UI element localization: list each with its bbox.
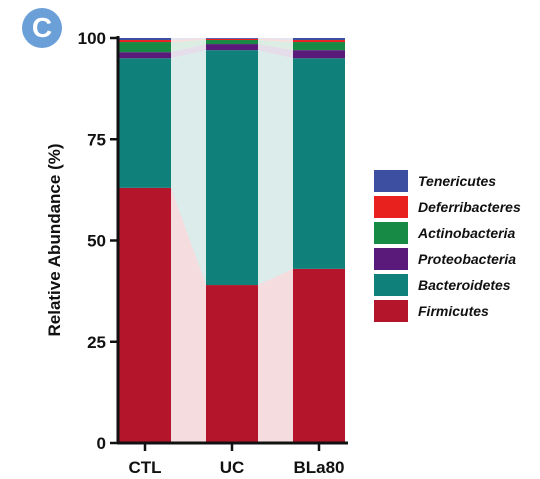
y-tick-label-100: 100 (78, 29, 106, 48)
bar-bla80-deferribacteres (293, 40, 345, 43)
legend: Tenericutes Deferribacteres Actinobacteria… (374, 170, 521, 322)
panel-label-badge: C (22, 8, 62, 48)
bar-uc-actinobacteria (206, 40, 258, 45)
connector-tenericutes-1 (258, 38, 293, 41)
legend-label-actinobacteria: Actinobacteria (417, 225, 515, 241)
legend-swatch-actinobacteria (374, 222, 408, 244)
bar-bla80-firmicutes (293, 268, 345, 443)
legend-swatch-proteobacteria (374, 248, 408, 270)
bar-bla80-tenericutes (293, 38, 345, 41)
connector-firmicutes-1 (258, 268, 293, 443)
legend-label-proteobacteria: Proteobacteria (418, 251, 516, 267)
y-axis-title: Relative Abundance (%) (45, 143, 64, 336)
connector-proteobacteria-1 (258, 44, 293, 59)
legend-label-deferribacteres: Deferribacteres (418, 199, 521, 215)
x-tick-label-uc: UC (220, 458, 245, 477)
bar-ctl-actinobacteria (119, 42, 171, 53)
bar-uc-tenericutes (206, 38, 258, 39)
y-tick-label-50: 50 (87, 232, 106, 251)
legend-label-bacteroidetes: Bacteroidetes (418, 277, 511, 293)
connector-proteobacteria-0 (171, 44, 206, 59)
legend-label-tenericutes: Tenericutes (418, 173, 496, 189)
bar-ctl-deferribacteres (119, 40, 171, 43)
legend-label-firmicutes: Firmicutes (418, 303, 489, 319)
connector-firmicutes-0 (171, 187, 206, 443)
y-tick-label-75: 75 (87, 130, 106, 149)
legend-swatch-bacteroidetes (374, 274, 408, 296)
bar-uc-firmicutes (206, 285, 258, 443)
connector-bacteroidetes-0 (171, 50, 206, 286)
y-tick-label-0: 0 (97, 434, 106, 453)
connector-actinobacteria-0 (171, 40, 206, 53)
bar-ctl-tenericutes (119, 38, 171, 41)
x-tick-labels: CTL UC BLa80 (128, 443, 345, 477)
bar-ctl-proteobacteria (119, 52, 171, 59)
connector-bacteroidetes-1 (258, 50, 293, 286)
bar-uc-bacteroidetes (206, 50, 258, 286)
connector-deferribacteres-0 (171, 38, 206, 43)
stack-connector-bands (171, 38, 293, 443)
bar-uc-proteobacteria (206, 44, 258, 51)
connector-deferribacteres-1 (258, 38, 293, 43)
legend-swatch-deferribacteres (374, 196, 408, 218)
y-tick-label-25: 25 (87, 333, 106, 352)
bar-bla80-bacteroidetes (293, 58, 345, 269)
x-tick-label-bla80: BLa80 (293, 458, 344, 477)
bar-bla80-proteobacteria (293, 50, 345, 59)
bar-ctl-firmicutes (119, 187, 171, 443)
connector-tenericutes-0 (171, 38, 206, 41)
legend-swatch-firmicutes (374, 300, 408, 322)
bar-stacks (119, 38, 345, 443)
connector-actinobacteria-1 (258, 40, 293, 51)
y-tick-labels: 0 25 50 75 100 (78, 29, 118, 453)
x-tick-label-ctl: CTL (128, 458, 161, 477)
bar-uc-deferribacteres (206, 38, 258, 41)
bar-ctl-bacteroidetes (119, 58, 171, 188)
legend-swatch-tenericutes (374, 170, 408, 192)
bar-bla80-actinobacteria (293, 42, 345, 51)
